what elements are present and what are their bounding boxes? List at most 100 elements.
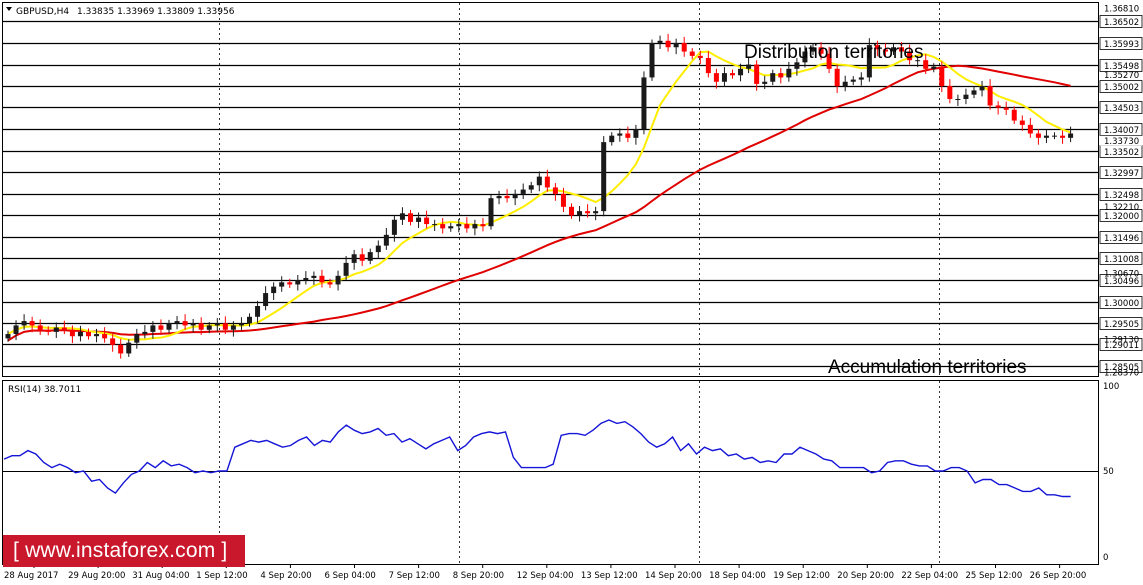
price-label: 1.34503 — [1104, 104, 1139, 114]
candle-body — [456, 224, 462, 227]
price-label-box — [1099, 37, 1143, 50]
candle-body — [689, 51, 695, 56]
candle-body — [762, 81, 768, 84]
time-label: 20 Sep 20:00 — [837, 571, 894, 581]
candle-body — [464, 224, 470, 229]
slow-moving-average-line — [7, 64, 1071, 342]
candle-body — [383, 234, 389, 246]
candlesticks — [5, 33, 1074, 359]
time-label: 19 Sep 12:00 — [773, 571, 830, 581]
candle-body — [311, 275, 317, 278]
candle-body — [416, 217, 422, 222]
candle-body — [1027, 124, 1033, 134]
grid-layer — [3, 3, 1099, 564]
candle-body — [367, 252, 373, 261]
price-label: 1.36502 — [1104, 18, 1139, 28]
candle-body — [842, 81, 848, 87]
candle-body — [86, 331, 91, 337]
candle-body — [730, 73, 735, 76]
price-label: 1.28505 — [1104, 363, 1139, 373]
distribution-annotation: Distribution territories — [744, 42, 924, 63]
candle-body — [126, 342, 132, 354]
candle-body — [1068, 133, 1074, 138]
candle-body — [649, 42, 655, 78]
candle-body — [512, 193, 518, 199]
candle-body — [53, 327, 59, 332]
candle-body — [721, 73, 727, 82]
candle-body — [544, 176, 550, 188]
price-label: 1.32000 — [1104, 212, 1139, 222]
candle-body — [29, 321, 35, 326]
candle-body — [424, 217, 430, 225]
candle-body — [472, 224, 478, 229]
price-label-box — [1099, 166, 1143, 179]
time-label: 31 Aug 04:00 — [132, 571, 189, 581]
price-label-minor: 1.36810 — [1104, 5, 1139, 15]
time-label: 13 Sep 12:00 — [581, 571, 638, 581]
candle-body — [206, 325, 212, 330]
candle-body — [13, 325, 19, 335]
candle-body — [923, 60, 929, 69]
candle-body — [528, 185, 534, 190]
candle-body — [166, 323, 172, 330]
candle-body — [738, 68, 744, 76]
candle-body — [448, 226, 454, 229]
candle-body — [255, 306, 261, 317]
time-label: 7 Sep 12:00 — [389, 571, 440, 581]
candle-body — [158, 325, 164, 330]
price-label-box — [1099, 338, 1143, 351]
menu-triangle-icon[interactable] — [6, 7, 12, 11]
price-label-minor: 1.32210 — [1104, 203, 1139, 213]
price-label-box — [1099, 252, 1143, 265]
time-label: 18 Sep 04:00 — [709, 571, 766, 581]
time-label: 6 Sep 04:00 — [325, 571, 376, 581]
candle-body — [142, 331, 148, 335]
candle-body — [778, 73, 784, 78]
candle-body — [770, 73, 776, 82]
candle-body — [69, 329, 75, 337]
candle-body — [697, 55, 703, 59]
candle-body — [673, 42, 679, 48]
candle-body — [247, 316, 252, 324]
candle-body — [488, 198, 494, 227]
candle-body — [198, 323, 204, 330]
price-label-box — [1099, 231, 1143, 244]
candle-body — [552, 187, 558, 194]
rsi-indicator — [3, 419, 1099, 498]
candle-body — [174, 321, 180, 324]
price-label-box — [1099, 80, 1143, 93]
candle-body — [1011, 109, 1017, 121]
candle-body — [995, 105, 1001, 108]
candle-body — [1043, 135, 1049, 138]
price-axis: 1.36502 1.35993 1.35498 1.35002 1.34503 1.340… — [1099, 5, 1143, 379]
candle-body — [609, 135, 615, 143]
candle-body — [134, 334, 140, 343]
candle-body — [21, 321, 27, 326]
candle-body — [625, 133, 631, 138]
candle-body — [391, 219, 397, 235]
current-price-label: 1.33730 — [1104, 137, 1139, 147]
candle-body — [858, 77, 864, 80]
price-label-minor: 1.35270 — [1104, 71, 1139, 81]
candle-body — [874, 45, 880, 50]
candle-body — [657, 40, 663, 43]
candle-body — [746, 64, 752, 69]
price-label-box — [1099, 209, 1143, 222]
rsi-axis-50: 50 — [1103, 467, 1114, 477]
price-label: 1.32498 — [1104, 191, 1139, 201]
candle-body — [866, 45, 872, 78]
candle-body — [681, 42, 687, 52]
price-label: 1.32997 — [1104, 169, 1139, 179]
candle-body — [802, 51, 808, 63]
time-label: 29 Aug 20:00 — [68, 571, 125, 581]
candle-body — [850, 79, 856, 82]
candle-body — [882, 49, 888, 52]
instaforex-watermark[interactable]: [ www.instaforex.com ] — [3, 535, 245, 567]
candle-body — [182, 321, 188, 326]
time-label: 12 Sep 04:00 — [517, 571, 574, 581]
candle-body — [359, 254, 365, 261]
candle-body — [432, 224, 438, 226]
price-label-box — [1099, 317, 1143, 330]
price-label-minor: 1.28370 — [1104, 369, 1139, 379]
price-label: 1.34007 — [1104, 126, 1139, 136]
